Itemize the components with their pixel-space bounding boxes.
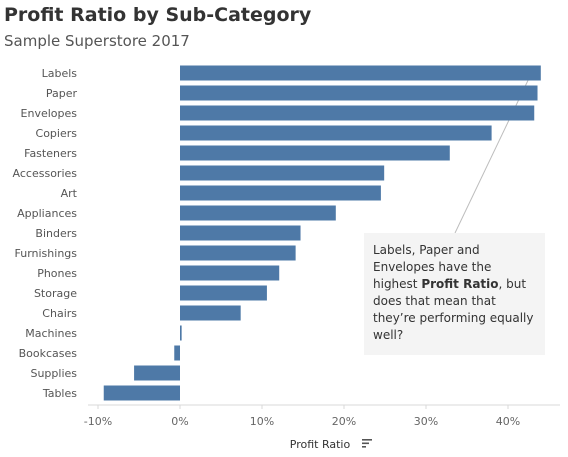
bar-storage[interactable]	[180, 285, 267, 301]
category-label-fasteners: Fasteners	[24, 147, 77, 160]
category-label-appliances: Appliances	[17, 207, 77, 220]
chart-title: Profit Ratio by Sub-Category	[4, 4, 312, 26]
bar-tables[interactable]	[103, 385, 180, 401]
x-tick-label: 40%	[496, 415, 520, 428]
category-label-copiers: Copiers	[36, 127, 78, 140]
category-label-furnishings: Furnishings	[15, 247, 78, 260]
category-label-labels: Labels	[42, 67, 78, 80]
annotation-text-part1: Labels, Paper and Envelopes have the hig…	[373, 243, 492, 291]
bar-appliances[interactable]	[180, 205, 336, 221]
bar-furnishings[interactable]	[180, 245, 296, 261]
bar-art[interactable]	[180, 185, 381, 201]
x-tick-label: 30%	[414, 415, 438, 428]
bar-supplies[interactable]	[134, 365, 180, 381]
x-tick-label: 20%	[332, 415, 356, 428]
bar-fasteners[interactable]	[180, 145, 450, 161]
category-label-bookcases: Bookcases	[19, 347, 78, 360]
category-label-supplies: Supplies	[30, 367, 77, 380]
category-label-storage: Storage	[34, 287, 77, 300]
category-labels: Labels Paper Envelopes Copiers Fasteners Acce…	[13, 67, 78, 400]
x-tick-label: 10%	[250, 415, 274, 428]
annotation-text-part2: , but does that mean that they’re perfor…	[373, 277, 534, 342]
x-tick-label: 0%	[171, 415, 188, 428]
bar-paper[interactable]	[180, 85, 538, 101]
category-label-phones: Phones	[37, 267, 77, 280]
bar-copiers[interactable]	[180, 125, 492, 141]
annotation-box: Labels, Paper and Envelopes have the hig…	[364, 233, 545, 355]
x-axis: -10% 0% 10% 20% 30% 40% Profit Ratio	[84, 404, 560, 451]
bar-envelopes[interactable]	[180, 105, 535, 121]
category-label-tables: Tables	[42, 387, 77, 400]
bar-binders[interactable]	[180, 225, 301, 241]
bar-phones[interactable]	[180, 265, 280, 281]
bar-labels[interactable]	[180, 65, 541, 81]
bar-chairs[interactable]	[180, 305, 241, 321]
category-label-paper: Paper	[46, 87, 78, 100]
sort-descending-icon[interactable]	[362, 439, 372, 448]
x-tick-label: -10%	[84, 415, 112, 428]
x-axis-title: Profit Ratio	[290, 438, 351, 451]
bars-layer	[103, 65, 541, 401]
category-label-accessories: Accessories	[13, 167, 78, 180]
category-label-machines: Machines	[25, 327, 77, 340]
category-label-envelopes: Envelopes	[21, 107, 78, 120]
category-label-binders: Binders	[35, 227, 77, 240]
bar-machines[interactable]	[180, 325, 182, 341]
category-label-chairs: Chairs	[42, 307, 77, 320]
annotation-text-bold: Profit Ratio	[421, 277, 499, 291]
bar-bookcases[interactable]	[174, 345, 180, 361]
chart-subtitle: Sample Superstore 2017	[4, 32, 190, 50]
bar-accessories[interactable]	[180, 165, 385, 181]
category-label-art: Art	[61, 187, 78, 200]
